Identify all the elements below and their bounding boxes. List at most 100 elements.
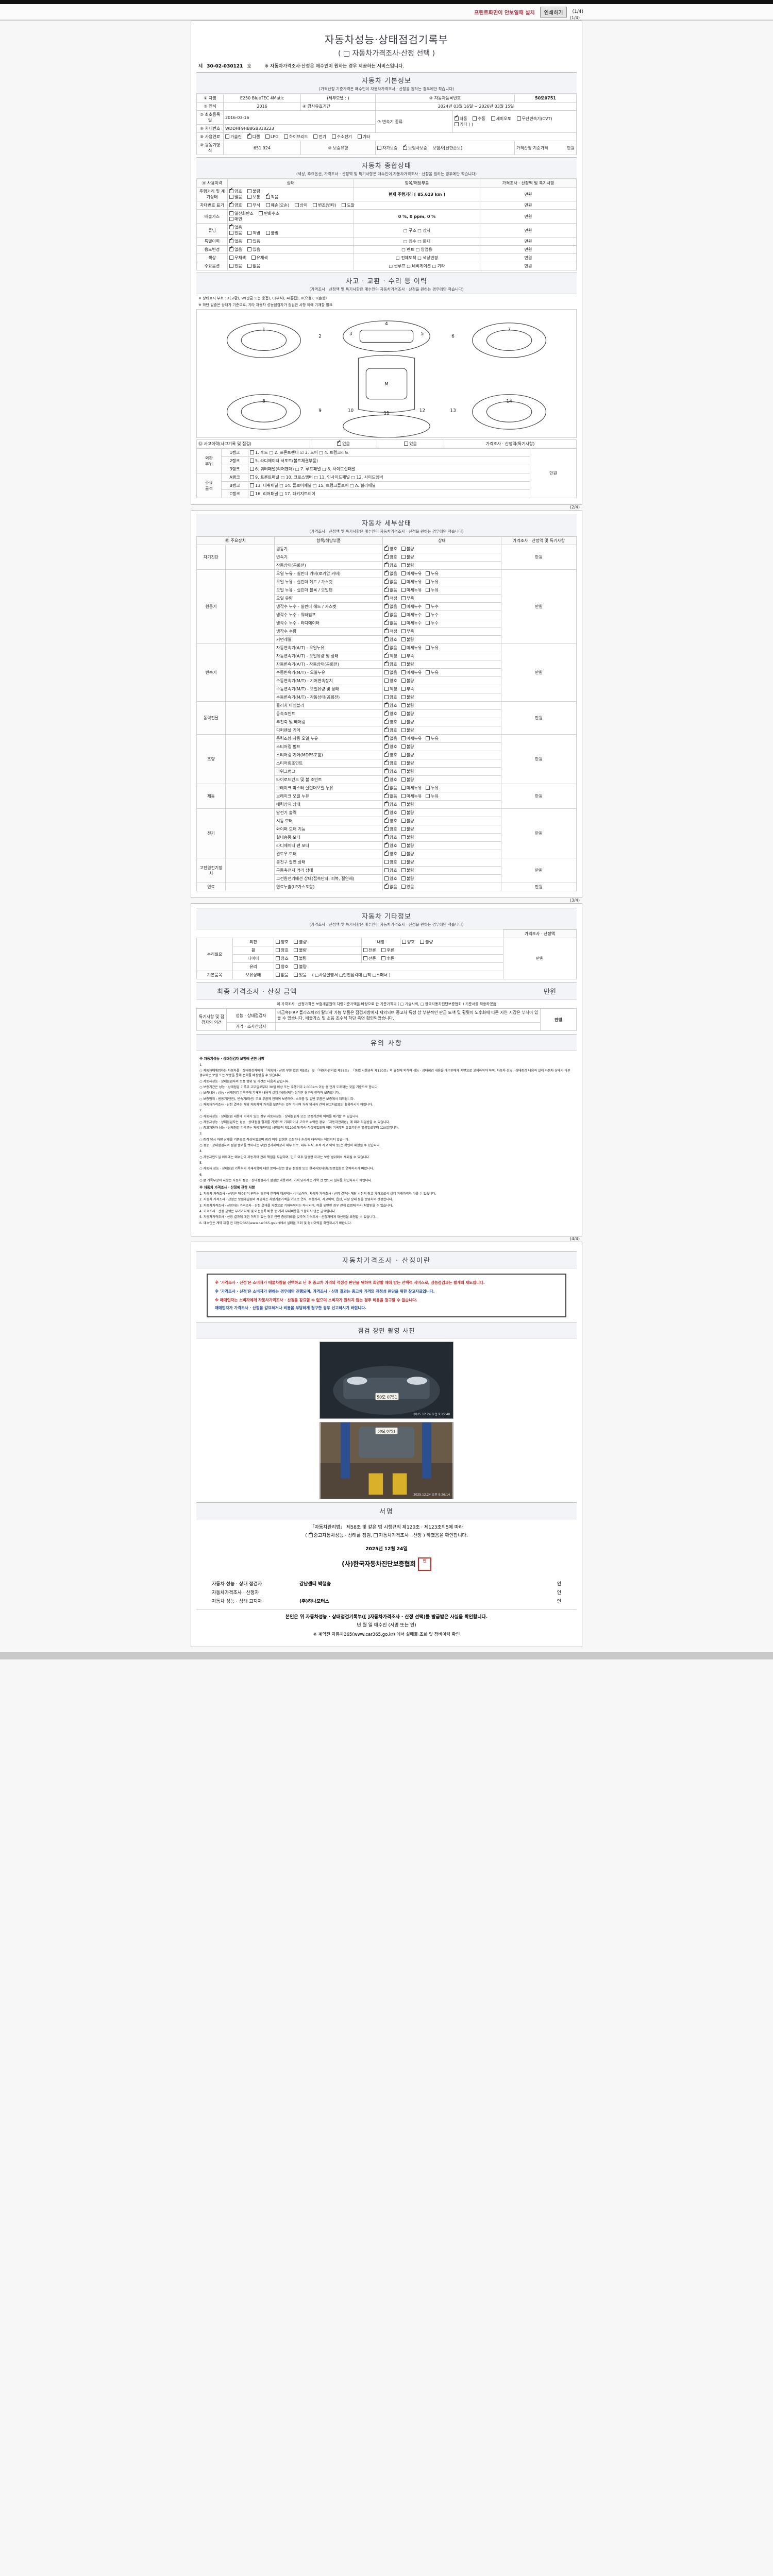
checkbox-icon[interactable] [401,827,406,831]
state-option[interactable]: 양호 [384,842,397,849]
checkbox-icon[interactable] [401,744,406,749]
state-option[interactable]: 양호 [384,759,397,766]
state-option[interactable]: 없음 [384,586,397,593]
checkbox-icon[interactable] [384,768,389,773]
checkbox-icon[interactable] [229,246,233,251]
checkbox-icon[interactable] [384,603,389,608]
checkbox-icon[interactable] [250,459,254,463]
checkbox-icon[interactable] [225,134,229,139]
state-option[interactable]: 불량 [401,678,414,684]
state-option[interactable]: 없음 [384,603,397,609]
state-few[interactable]: 적음 [265,193,278,200]
state-option[interactable]: 양호 [384,801,397,807]
checkbox-icon[interactable] [420,940,425,944]
checkbox-icon[interactable] [401,794,406,798]
emission-co[interactable]: 일산화탄소 [229,211,254,216]
usechange-none[interactable]: 없음 [229,246,242,252]
state-option[interactable]: 부족 [401,629,414,634]
checkbox-icon[interactable] [384,695,389,699]
checkbox-icon[interactable] [384,578,389,584]
checkbox-icon[interactable] [313,203,317,207]
checkbox-icon[interactable] [401,547,406,551]
car-damage-diagram[interactable]: 1 2 3 4 5 6 7 M 8 9 10 11 12 13 14 [196,309,577,438]
vin-state-corroded[interactable]: 부식 [247,202,260,208]
checkbox-icon[interactable] [384,784,389,790]
state-option[interactable]: 적정 [384,595,397,601]
state-option[interactable]: 불량 [401,711,414,717]
state-option[interactable]: 없음 [384,578,397,585]
fuel-option-other[interactable]: 기타 [357,134,370,140]
checkbox-icon[interactable] [229,224,233,229]
fuel-option-gasoline[interactable]: 가솔린 [225,134,242,140]
checkbox-icon[interactable] [384,801,389,806]
state-option[interactable]: 불량 [401,563,414,568]
state-option[interactable]: 양호 [384,868,397,873]
checkbox-icon[interactable] [250,492,254,496]
checkbox-icon[interactable] [247,189,252,193]
fuel-option-lpg[interactable]: LPG [265,134,278,139]
checkbox-icon[interactable] [384,776,389,782]
state-option[interactable]: 부족 [401,653,414,659]
rank-items-c[interactable]: 16. 리어패널 □ 17. 패키지트레이 [248,489,530,498]
wheel-rear[interactable]: 후륜 [381,947,394,953]
vin-state-erased[interactable]: 도말 [342,202,355,208]
state-option[interactable]: 없음 [384,883,397,890]
state-option[interactable]: 양호 [384,553,397,560]
checkbox-icon[interactable] [357,134,362,139]
fuel-option-electric[interactable]: 전기 [313,134,326,140]
checkbox-icon[interactable] [384,792,389,798]
checkbox-icon[interactable] [401,703,406,707]
state-option[interactable]: 양호 [384,743,397,750]
transmission-option-manual[interactable]: 수동 [473,116,485,122]
tuning-none[interactable]: 없음 [229,224,242,230]
state-option[interactable]: 불량 [401,777,414,783]
rank-items-2[interactable]: 5. 라디에이터 서포트(볼트체결부품) [248,456,530,465]
transmission-option-cvt[interactable]: 무단변속기(CVT) [516,116,552,122]
checkbox-icon[interactable] [229,256,233,260]
state-option[interactable]: 양호 [384,817,397,824]
state-option[interactable]: 불량 [401,744,414,750]
checkbox-icon[interactable] [276,948,280,952]
checkbox-icon[interactable] [229,231,233,235]
checkbox-icon[interactable] [384,868,389,872]
options-none[interactable]: 없음 [247,263,260,269]
checkbox-icon[interactable] [384,718,389,724]
state-option[interactable]: 없음 [384,644,397,651]
checkbox-icon[interactable] [276,956,280,960]
rank-items-b[interactable]: 13. 대쉬패널 □ 14. 플로어패널 □ 15. 트렁크플로어 □ A. 필… [248,481,530,490]
checkbox-icon[interactable] [265,193,270,199]
checkbox-icon[interactable] [247,133,251,139]
checkbox-icon[interactable] [384,817,389,823]
checkbox-icon[interactable] [401,654,406,658]
state-option[interactable]: 불량 [401,727,414,733]
checkbox-icon[interactable] [384,751,389,757]
checkbox-icon[interactable] [384,710,389,716]
emission-smoke[interactable]: 매연 [229,216,242,222]
checkbox-icon[interactable] [384,660,389,666]
checkbox-icon[interactable] [250,475,254,479]
checkbox-icon[interactable] [401,860,406,864]
checkbox-icon[interactable] [384,809,389,815]
checkbox-icon[interactable] [401,753,406,757]
state-option[interactable]: 불량 [401,868,414,873]
checkbox-icon[interactable] [401,868,406,872]
checkbox-icon[interactable] [384,825,389,831]
checkbox-icon[interactable] [384,687,389,691]
checkbox-icon[interactable] [401,802,406,806]
state-option[interactable]: 미세누유 [401,579,422,585]
checkbox-icon[interactable] [229,217,233,221]
state-option[interactable]: 미세누유 [401,670,422,675]
checkbox-icon[interactable] [401,613,406,617]
transmission-option-semiauto[interactable]: 세미오토 [491,116,511,122]
checkbox-icon[interactable] [426,571,430,575]
checkbox-icon[interactable] [247,231,252,235]
state-option[interactable]: 미세누수 [401,620,422,626]
state-option[interactable]: 적정 [384,628,397,634]
state-option[interactable]: 양호 [384,768,397,774]
checkbox-icon[interactable] [276,940,280,944]
checkbox-icon[interactable] [426,646,430,650]
checkbox-icon[interactable] [401,662,406,666]
checkbox-icon[interactable] [401,695,406,699]
checkbox-icon[interactable] [384,735,389,740]
state-bad[interactable]: 불량 [247,189,260,194]
